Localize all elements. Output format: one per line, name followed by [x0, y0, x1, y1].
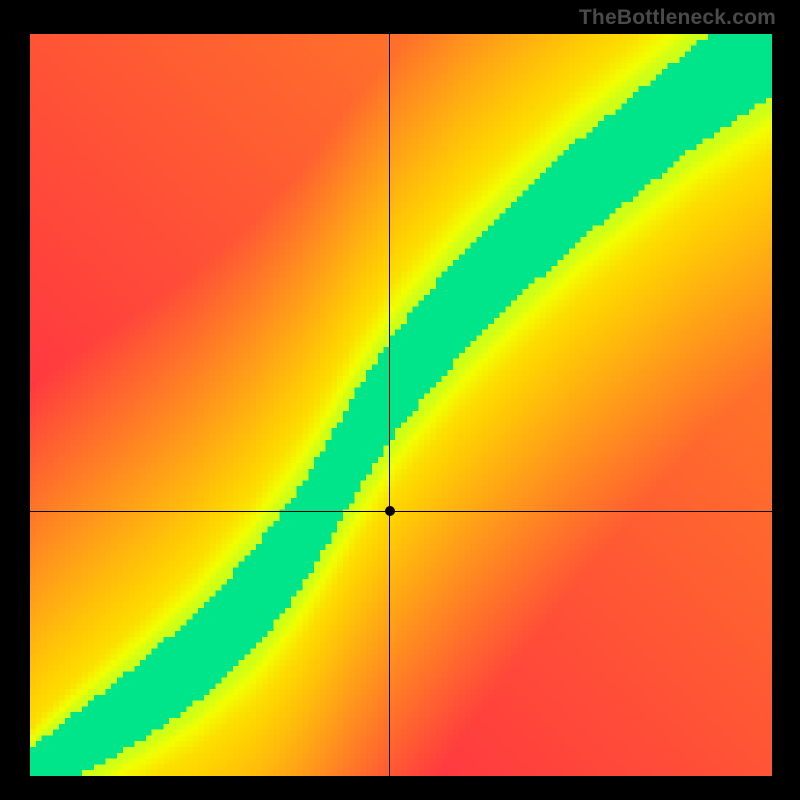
- crosshair-vertical: [389, 34, 390, 776]
- chart-frame: TheBottleneck.com: [0, 0, 800, 800]
- plot-area: [30, 34, 772, 776]
- crosshair-horizontal: [30, 511, 772, 512]
- crosshair-marker-dot: [385, 506, 395, 516]
- heatmap-canvas: [30, 34, 772, 776]
- watermark-text: TheBottleneck.com: [579, 6, 776, 30]
